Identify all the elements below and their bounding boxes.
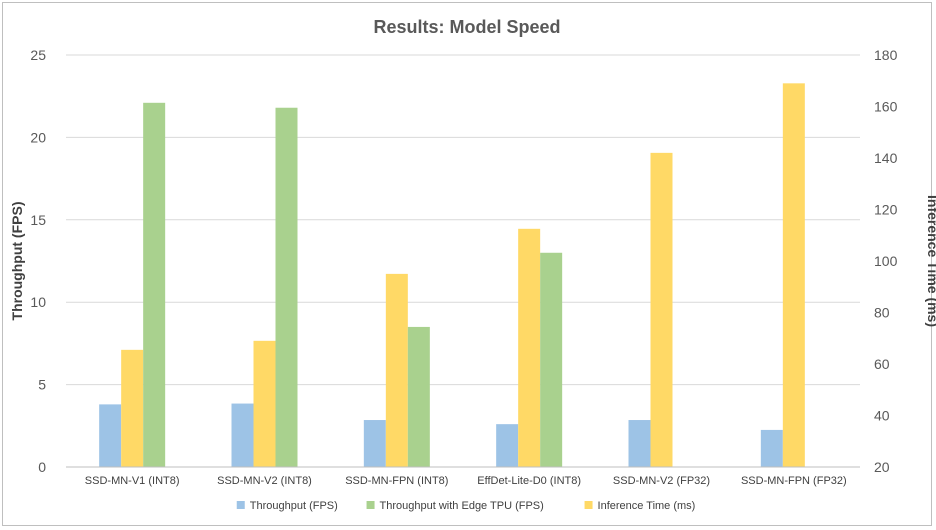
bar <box>231 403 254 467</box>
gridlines <box>66 54 860 386</box>
legend-swatch <box>366 501 375 509</box>
x-tick-label: SSD-MN-V2 (INT8) <box>217 475 312 487</box>
y-axis-label: Throughput (FPS) <box>9 202 25 321</box>
bar <box>99 404 122 467</box>
legend-label: Throughput (FPS) <box>250 500 338 512</box>
legend-label: Throughput with Edge TPU (FPS) <box>380 500 544 512</box>
y2-tick-label: 80 <box>874 305 890 321</box>
bar <box>782 83 805 467</box>
legend-label: Inference Time (ms) <box>598 500 696 512</box>
y-tick-label: 5 <box>38 377 46 393</box>
bar <box>253 340 276 467</box>
y2-tick-label: 40 <box>874 408 890 424</box>
y2-tick-label: 160 <box>874 99 898 115</box>
axes: 0 5 10 15 20 25 20 40 60 80 100 120 140 160 180 SSD-MN-… <box>30 47 897 487</box>
y2-tick-label: 60 <box>874 356 890 372</box>
bar <box>496 424 519 467</box>
bar <box>407 326 430 467</box>
y-tick-label: 0 <box>38 459 46 475</box>
bar <box>121 349 144 467</box>
chart-title: Results: Model Speed <box>373 17 560 37</box>
bar <box>518 228 541 467</box>
legend: Throughput (FPS) Throughput with Edge TPU… <box>236 500 696 512</box>
y2-tick-label: 120 <box>874 202 898 218</box>
bars <box>99 83 805 468</box>
x-tick-label: SSD-MN-V2 (FP32) <box>613 475 710 487</box>
y-tick-label: 10 <box>30 294 46 310</box>
x-tick-label: SSD-MN-V1 (INT8) <box>85 475 180 487</box>
y-tick-label: 20 <box>30 129 46 145</box>
legend-swatch <box>236 501 245 509</box>
y-tick-label: 25 <box>30 47 46 63</box>
bar <box>540 252 563 467</box>
bar <box>363 420 386 467</box>
x-tick-label: EffDet-Lite-D0 (INT8) <box>477 475 581 487</box>
bar <box>628 420 651 467</box>
x-tick-label: SSD-MN-FPN (FP32) <box>741 475 847 487</box>
y2-tick-label: 100 <box>874 253 898 269</box>
x-tick-label: SSD-MN-FPN (INT8) <box>345 475 448 487</box>
y2-tick-label: 180 <box>874 47 898 63</box>
bar <box>385 273 408 467</box>
y2-axis-label: Inference Time (ms) <box>925 195 936 327</box>
y2-tick-label: 20 <box>874 459 890 475</box>
legend-swatch <box>584 501 593 509</box>
bar <box>275 107 298 468</box>
bar <box>760 429 783 467</box>
y-tick-label: 15 <box>30 212 46 228</box>
bar <box>650 152 673 467</box>
bar <box>143 102 166 468</box>
y2-tick-label: 140 <box>874 150 898 166</box>
